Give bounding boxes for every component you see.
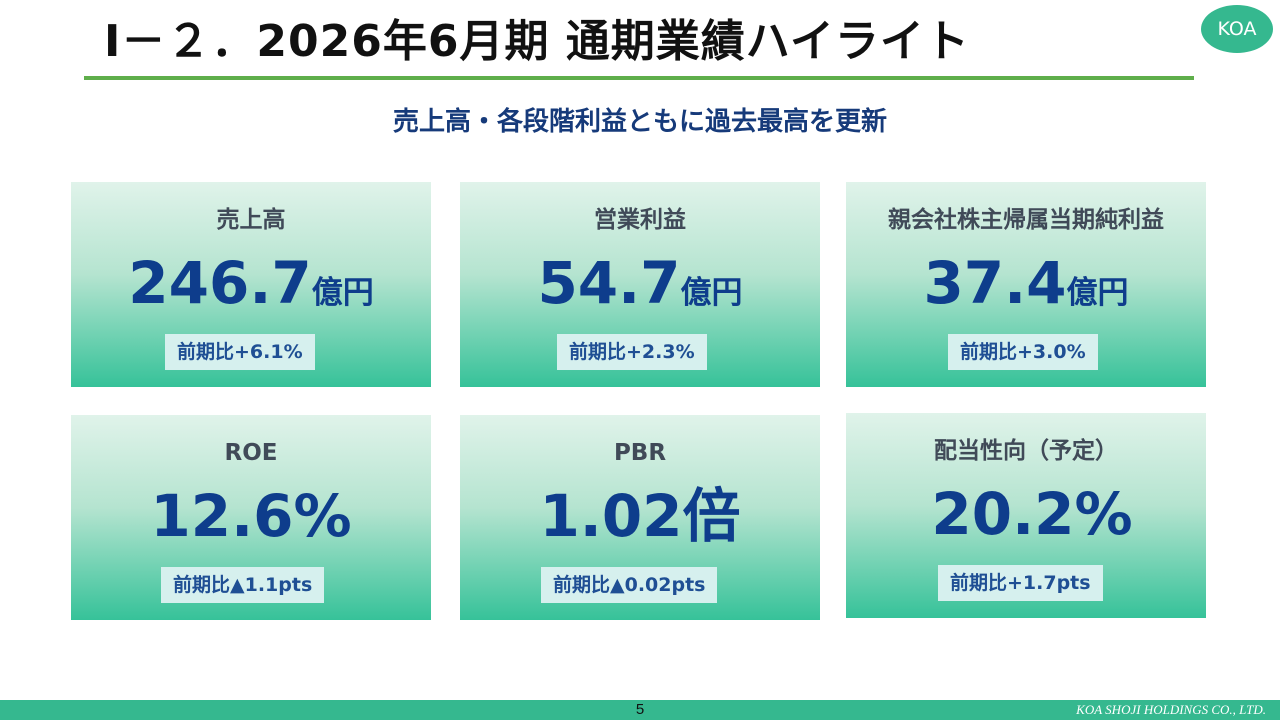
yoy-badge: 前期比+2.3% (557, 334, 707, 370)
page-title: Ⅰ－２．2026年6月期 通期業績ハイライト (104, 16, 970, 67)
value-unit: 億円 (311, 275, 374, 311)
card-value: 1.02倍 (460, 481, 820, 566)
value-number: 1.02 (539, 482, 683, 550)
page-number: 5 (635, 701, 645, 718)
card-label: 配当性向（予定） (934, 438, 1118, 464)
yoy-badge: 前期比▲0.02pts (541, 567, 718, 603)
card-value: 54.7億円 (460, 248, 820, 333)
value-number: 12.6% (150, 482, 352, 550)
yoy-badge: 前期比+6.1% (165, 334, 315, 370)
card-label: 親会社株主帰属当期純利益 (888, 207, 1164, 233)
value-number: 246.7 (128, 249, 312, 317)
yoy-badge: 前期比+3.0% (948, 334, 1098, 370)
title-underline (84, 76, 1194, 80)
yoy-badge: 前期比+1.7pts (938, 565, 1103, 601)
value-number: 37.4 (923, 249, 1067, 317)
card-label: ROE (224, 440, 278, 466)
value-number: 20.2% (931, 480, 1133, 548)
card-value: 12.6% (71, 481, 431, 566)
card-pbr: PBR 1.02倍 前期比▲0.02pts (460, 415, 820, 620)
value-unit: 億円 (680, 275, 743, 311)
card-net-income: 親会社株主帰属当期純利益 37.4億円 前期比+3.0% (846, 182, 1206, 387)
value-unit: 億円 (1066, 275, 1129, 311)
card-operating-profit: 営業利益 54.7億円 前期比+2.3% (460, 182, 820, 387)
value-number: 54.7 (537, 249, 681, 317)
yoy-badge: 前期比▲1.1pts (161, 567, 325, 603)
value-unit: 倍 (682, 482, 741, 550)
card-value: 37.4億円 (846, 248, 1206, 333)
card-payout-ratio: 配当性向（予定） 20.2% 前期比+1.7pts (846, 413, 1206, 618)
card-net-sales: 売上高 246.7億円 前期比+6.1% (71, 182, 431, 387)
card-label: 営業利益 (594, 207, 686, 233)
card-label: 売上高 (216, 207, 286, 233)
footer-bar: 5 KOA SHOJI HOLDINGS CO., LTD. (0, 700, 1280, 720)
company-name: KOA SHOJI HOLDINGS CO., LTD. (1076, 702, 1266, 717)
highlight-subtitle: 売上高・各段階利益ともに過去最高を更新 (392, 107, 887, 137)
card-label: PBR (613, 440, 667, 466)
card-value: 20.2% (846, 479, 1206, 564)
card-value: 246.7億円 (71, 248, 431, 333)
koa-logo: KOA (1201, 5, 1273, 53)
card-roe: ROE 12.6% 前期比▲1.1pts (71, 415, 431, 620)
